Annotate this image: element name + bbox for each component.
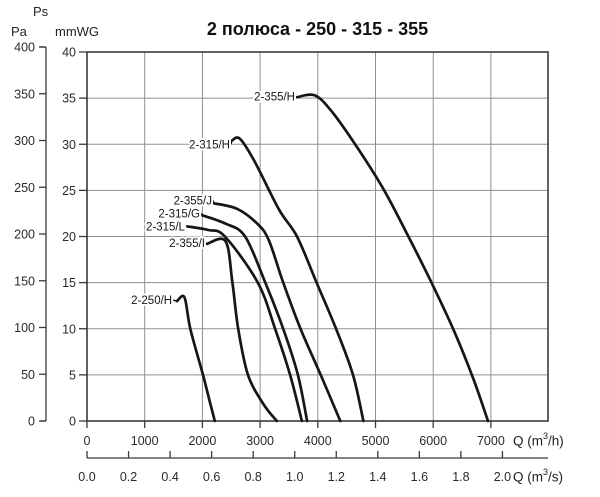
curve-label-2-315/L: 2-315/L	[146, 221, 186, 233]
x-tick-label-m3s: 1.6	[411, 470, 428, 484]
y-tick-label-mmwg: 15	[62, 276, 76, 290]
curve-label-2-355/H: 2-355/H	[254, 91, 295, 103]
y-tick-label-mmwg: 0	[69, 415, 76, 429]
curve-label-2-250/H: 2-250/H	[131, 295, 172, 307]
unit-text: Q (m	[513, 469, 543, 485]
curve-2-315/H	[230, 136, 365, 423]
x-tick-label-m3h: 0	[84, 434, 91, 448]
curve-2-315/G	[201, 213, 309, 423]
curve-2-355/I	[205, 237, 279, 423]
curve-label-2-315/G: 2-315/G	[158, 208, 200, 220]
unit-text: Q (m	[513, 433, 543, 449]
curve-label-2-355/J: 2-355/J	[174, 196, 212, 208]
x-tick-label-m3s: 0.4	[161, 470, 178, 484]
y-tick-label-pa: 400	[14, 41, 35, 55]
y-tick-label-pa: 250	[14, 181, 35, 195]
y-tick-label-pa: 0	[28, 415, 35, 429]
x-tick-label-m3s: 0.8	[244, 470, 261, 484]
y-axis-unit-pa: Pa	[11, 24, 27, 39]
x-tick-label-m3s: 0.2	[120, 470, 137, 484]
y-axis-unit-mmwg: mmWG	[55, 24, 100, 39]
unit-sup: 3	[543, 467, 549, 477]
unit-text: /s)	[548, 469, 564, 485]
curve-2-355/J	[212, 201, 342, 423]
y-tick-label-pa: 150	[14, 274, 35, 288]
y-axis-title-ps: Ps	[33, 4, 49, 19]
curve-2-250/H	[175, 294, 217, 423]
x-tick-label-m3s: 1.0	[286, 470, 303, 484]
chart-title: 2 полюса - 250 - 315 - 355	[206, 19, 429, 39]
x-tick-label-m3h: 1000	[131, 434, 159, 448]
x-tick-label-m3s: 0.6	[203, 470, 220, 484]
y-tick-label-pa: 300	[14, 134, 35, 148]
y-tick-label-mmwg: 10	[62, 322, 76, 336]
x-tick-label-m3s: 2.0	[494, 470, 511, 484]
curve-2-355/H	[295, 93, 490, 423]
x-tick-label-m3h: 4000	[304, 434, 332, 448]
x-tick-label-m3h: 3000	[246, 434, 274, 448]
x-tick-label-m3s: 1.2	[328, 470, 345, 484]
x-axis-unit-m3h: Q (m3/h)	[513, 431, 564, 449]
curve-label-2-355/I: 2-355/I	[169, 238, 205, 250]
y-tick-label-pa: 50	[21, 368, 35, 382]
x-axis-unit-m3s: Q (m3/s)	[513, 467, 564, 485]
unit-text: /h)	[548, 433, 564, 449]
y-tick-label-mmwg: 40	[62, 46, 76, 60]
y-tick-label-pa: 200	[14, 228, 35, 242]
unit-sup: 3	[543, 431, 549, 441]
y-tick-label-mmwg: 5	[69, 368, 76, 382]
x-tick-label-m3h: 2000	[188, 434, 216, 448]
x-tick-label-m3s: 1.4	[369, 470, 386, 484]
curve-2-315/L	[186, 225, 304, 423]
y-tick-label-mmwg: 20	[62, 230, 76, 244]
y-tick-label-pa: 100	[14, 321, 35, 335]
x-tick-label-m3h: 6000	[419, 434, 447, 448]
y-tick-label-mmwg: 35	[62, 92, 76, 106]
x-tick-label-m3h: 5000	[362, 434, 390, 448]
curve-label-2-315/H: 2-315/H	[189, 139, 230, 151]
x-tick-label-m3s: 1.8	[452, 470, 469, 484]
y-tick-label-mmwg: 25	[62, 184, 76, 198]
x-tick-label-m3s: 0.0	[78, 470, 95, 484]
x-tick-label-m3h: 7000	[477, 434, 505, 448]
y-tick-label-pa: 350	[14, 87, 35, 101]
y-tick-label-mmwg: 30	[62, 138, 76, 152]
